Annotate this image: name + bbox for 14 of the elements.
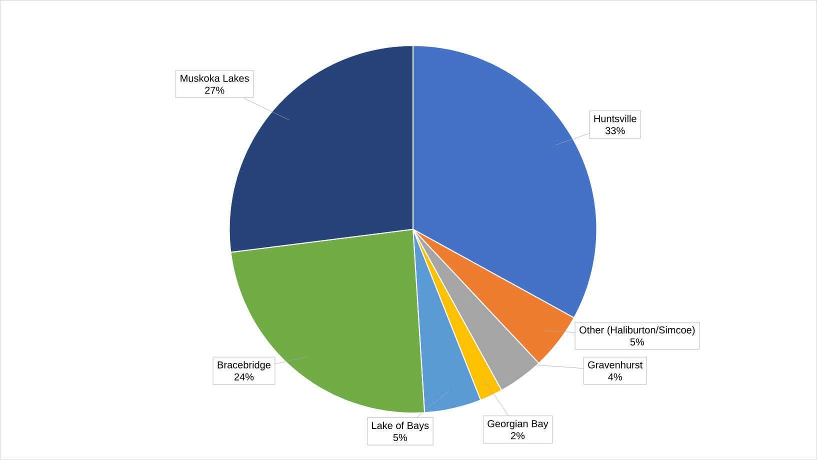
slice-label: Georgian Bay — [488, 420, 548, 430]
slice-label: Huntsville — [594, 115, 636, 122]
data-label: 5% — [630, 338, 644, 346]
slice-label: Lake of Bays — [372, 422, 429, 432]
data-label: 24% — [234, 374, 254, 381]
slice-label: Muskoka Lakes — [180, 74, 249, 82]
data-label: 33% — [605, 127, 625, 134]
data-label: 5% — [393, 434, 408, 442]
slice-label: Gravenhurst — [588, 361, 643, 369]
slice-label: Other (Haliburton/Simcoe) — [580, 326, 695, 336]
slice-label: Bracebridge — [218, 361, 270, 371]
data-label: 27% — [205, 86, 224, 94]
data-label: 4% — [608, 374, 622, 381]
data-label: 2% — [511, 432, 525, 440]
